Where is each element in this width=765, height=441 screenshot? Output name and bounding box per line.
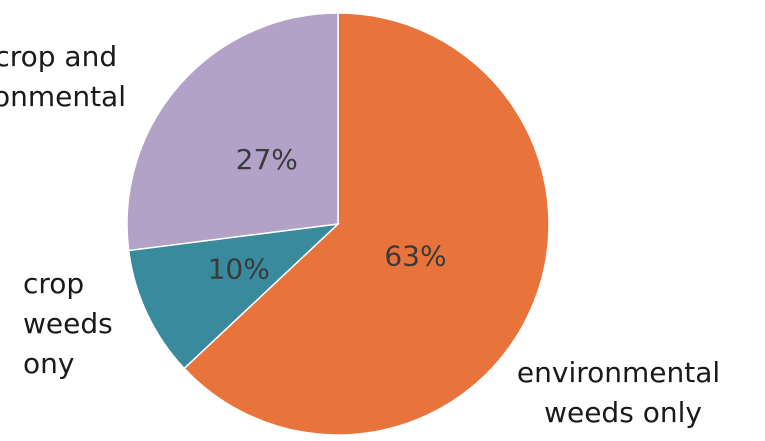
percent-label-environmental: 63% (384, 240, 446, 273)
category-label-crop-and-environmental-line-2: environmental (0, 80, 126, 113)
percent-label-crop-and-environmental: 27% (236, 143, 298, 176)
pie-slice-crop-and-environmental (126, 12, 339, 252)
percent-label-crop: 10% (208, 253, 270, 286)
percent-labels: 63% 10% 27% (208, 143, 447, 286)
pie-slice-environmental (183, 12, 550, 436)
category-labels: environmental weeds only crop weeds ony … (0, 40, 729, 429)
category-label-environmental: environmental weeds only (517, 356, 729, 429)
category-label-crop-line-3: ony (23, 347, 74, 380)
category-label-crop-and-environmental-line-1: crop and (0, 40, 117, 73)
category-label-crop-and-environmental: crop and environmental (0, 40, 126, 113)
pie-slices (126, 12, 550, 436)
category-label-crop-line-2: weeds (23, 307, 113, 340)
category-label-environmental-line-2: weeds only (544, 396, 702, 429)
category-label-crop-line-1: crop (23, 267, 84, 300)
category-label-environmental-line-1: environmental (517, 356, 720, 389)
category-label-crop: crop weeds ony (23, 267, 122, 380)
pie-slice-crop (127, 222, 341, 370)
